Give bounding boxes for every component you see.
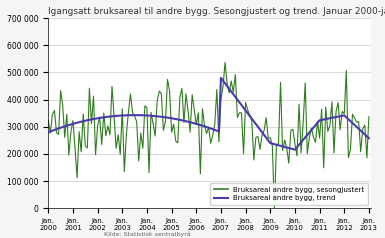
Legend: Bruksareal andre bygg, sesongjustert, Bruksareal andre bygg, trend: Bruksareal andre bygg, sesongjustert, Br… <box>211 183 368 205</box>
Text: Kilde: Statistisk sentralbyrå: Kilde: Statistisk sentralbyrå <box>104 231 191 237</box>
Text: Igangsatt bruksareal til andre bygg. Sesongjustert og trend. Januar 2000-januar : Igangsatt bruksareal til andre bygg. Ses… <box>48 7 385 16</box>
